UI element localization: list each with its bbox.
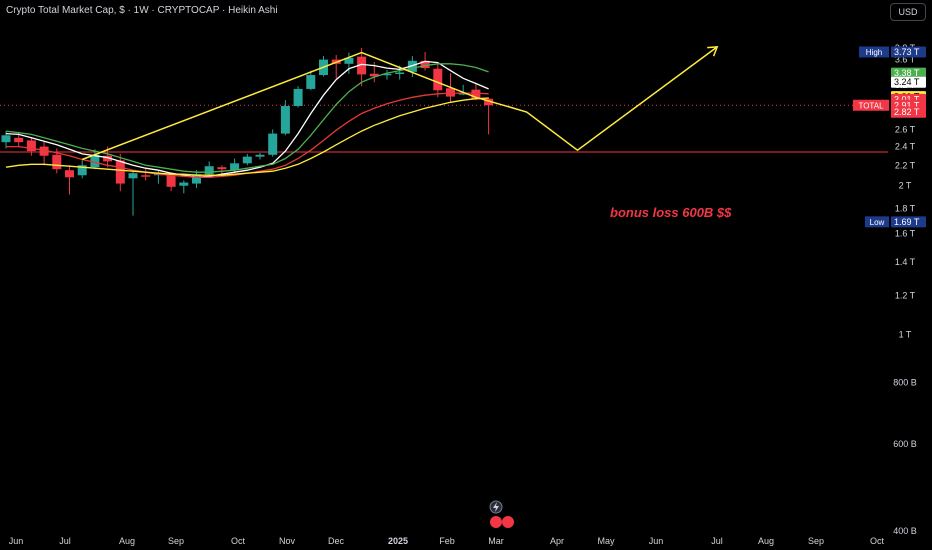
- chart-title: Crypto Total Market Cap, $ · 1W · CRYPTO…: [6, 5, 278, 16]
- x-tick-label: Feb: [439, 536, 455, 546]
- candle-body: [1, 135, 11, 143]
- candle-body: [382, 73, 392, 76]
- price-badge-label: 2.82 T: [894, 107, 920, 117]
- x-tick-label: Sep: [168, 536, 184, 546]
- price-badge-tag-label: High: [866, 48, 882, 57]
- x-tick-label: Oct: [231, 536, 246, 546]
- y-tick-label: 1.2 T: [895, 290, 916, 300]
- candle-body: [204, 166, 214, 175]
- price-badge-label: 1.69 T: [894, 217, 920, 227]
- projection-arrowhead: [707, 46, 719, 57]
- y-tick-label: 2.6 T: [895, 124, 916, 134]
- price-badge-tag: [865, 216, 889, 228]
- candle-body: [179, 182, 189, 186]
- y-tick-label: 400 B: [893, 526, 917, 536]
- candle-body: [103, 155, 113, 162]
- candle-body: [268, 133, 278, 155]
- y-tick-label: 2.4 T: [895, 142, 916, 152]
- projection-path: [81, 46, 718, 161]
- candle-body: [433, 68, 443, 91]
- candle-body: [39, 146, 49, 156]
- price-badge: [891, 67, 926, 79]
- candle-body: [217, 167, 227, 170]
- candle-body: [52, 154, 62, 170]
- y-tick-label: 1.4 T: [895, 257, 916, 267]
- candle-body: [395, 72, 405, 74]
- x-tick-label: Jul: [59, 536, 71, 546]
- annotation-text: bonus loss 600B $$: [610, 205, 732, 220]
- candle-body: [446, 88, 455, 97]
- candle-body: [65, 170, 74, 178]
- y-tick-label: 1.6 T: [895, 229, 916, 239]
- price-badge: [891, 216, 926, 228]
- y-tick-label: 600 B: [893, 439, 917, 449]
- candle-body: [128, 173, 138, 179]
- price-badge-label: 2.91 T: [894, 100, 920, 110]
- y-tick-label: 2 T: [899, 181, 912, 191]
- x-tick-label: Dec: [328, 536, 345, 546]
- candle-body: [344, 57, 354, 64]
- y-tick-label: 3.6 T: [895, 55, 916, 65]
- x-tick-label: Aug: [119, 536, 135, 546]
- x-tick-label: Mar: [488, 536, 504, 546]
- x-tick-label: Jul: [711, 536, 723, 546]
- y-tick-label: 1 T: [899, 329, 912, 339]
- price-badge-tag: [859, 46, 889, 58]
- currency-button[interactable]: USD: [890, 3, 926, 21]
- moving-average-green: [5, 63, 489, 173]
- moving-average-white: [5, 60, 489, 178]
- candle-body: [293, 88, 303, 106]
- x-tick-label: 2025: [388, 536, 408, 546]
- candle-body: [280, 105, 290, 134]
- y-tick-label: 2.2 T: [895, 160, 916, 170]
- candle-body: [230, 163, 240, 171]
- x-tick-label: Nov: [279, 536, 296, 546]
- price-badge-label: 3.01 T: [894, 94, 920, 104]
- y-tick-label: 1.8 T: [895, 203, 916, 213]
- price-badge-label: 3.38 T: [894, 68, 920, 78]
- y-tick-label: 800 B: [893, 377, 917, 387]
- candle-body: [115, 160, 125, 184]
- candle-body: [471, 89, 481, 100]
- price-badge: [891, 106, 926, 118]
- candle-body: [141, 175, 151, 177]
- candle-body: [26, 140, 36, 152]
- price-badge-tag: [853, 99, 889, 111]
- x-tick-label: Jun: [649, 536, 664, 546]
- candle-body: [407, 60, 417, 72]
- candle-body: [77, 165, 87, 176]
- candle-body: [90, 154, 100, 168]
- candle-body: [192, 174, 201, 184]
- candle-body: [458, 93, 468, 95]
- price-badge-label: 3.73 T: [894, 47, 920, 57]
- price-badge-label: 3.24 T: [894, 77, 920, 87]
- x-tick-label: May: [597, 536, 615, 546]
- candle-body: [306, 75, 316, 89]
- moving-average-yellow: [5, 97, 489, 176]
- price-badge-tag-label: TOTAL: [858, 101, 884, 110]
- price-badge-tag-label: Low: [870, 218, 885, 227]
- x-tick-label: Jun: [9, 536, 24, 546]
- candle-body: [166, 174, 176, 187]
- price-badge: [891, 76, 926, 88]
- x-tick-label: Sep: [808, 536, 824, 546]
- flag-icon: [502, 516, 514, 528]
- candle-body: [420, 60, 430, 69]
- candle-body: [14, 137, 24, 143]
- candle-body: [255, 154, 265, 157]
- candle-body: [484, 98, 494, 106]
- flag-icon: [490, 516, 502, 528]
- price-badge: [891, 46, 926, 58]
- x-tick-label: Apr: [550, 536, 564, 546]
- lightning-bolt: [493, 502, 499, 512]
- candle-body: [357, 56, 367, 75]
- candle-body: [242, 156, 252, 164]
- x-tick-label: Oct: [870, 536, 885, 546]
- candle-body: [369, 73, 379, 77]
- x-tick-label: Aug: [758, 536, 774, 546]
